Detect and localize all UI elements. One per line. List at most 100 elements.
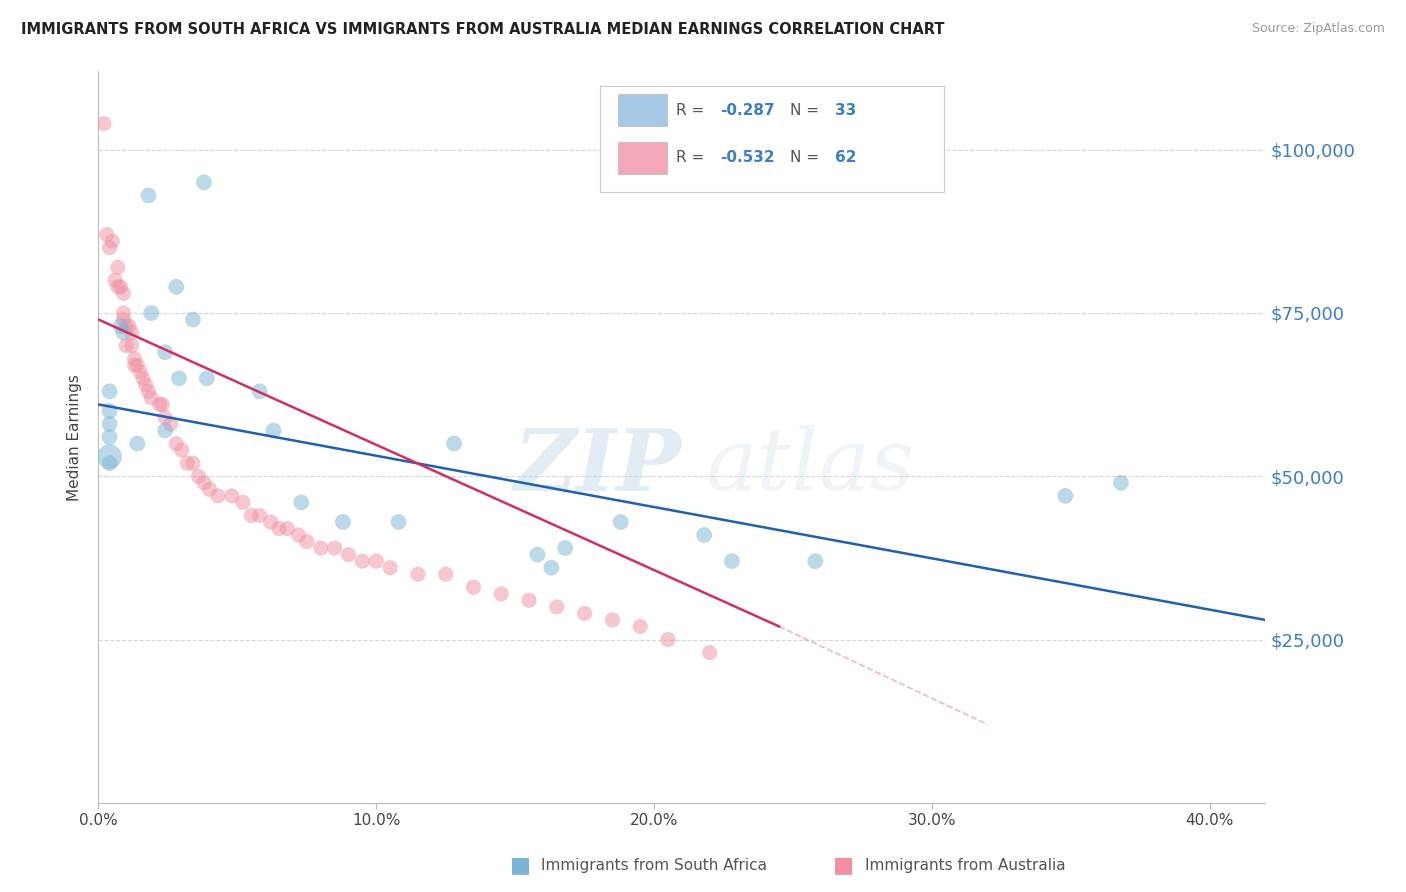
Point (98, 404, 121, 418)
Point (98, 417, 121, 431)
Text: 62: 62 (835, 150, 856, 165)
Point (187, 469, 209, 483)
Point (260, 515, 283, 529)
Point (309, 541, 332, 555)
Point (132, 371, 155, 385)
Point (517, 593, 540, 607)
Point (110, 280, 132, 294)
Point (153, 345, 176, 359)
Point (249, 384, 271, 399)
Point (141, 391, 163, 405)
Point (628, 619, 651, 633)
Point (574, 607, 596, 621)
Point (290, 495, 312, 509)
Point (195, 371, 218, 385)
Point (610, 515, 633, 529)
Point (526, 548, 548, 562)
Point (98, 456, 121, 470)
Point (249, 508, 271, 523)
Point (221, 489, 243, 503)
Point (115, 338, 138, 352)
Point (107, 280, 129, 294)
Point (276, 521, 298, 535)
Point (193, 475, 215, 490)
Point (129, 365, 152, 379)
Point (267, 521, 290, 535)
Point (491, 587, 513, 601)
Point (176, 456, 198, 470)
Point (150, 397, 173, 411)
Point (124, 351, 146, 366)
Text: ZIP: ZIP (515, 425, 682, 508)
Text: R =: R = (676, 103, 709, 118)
Point (153, 424, 176, 438)
Point (141, 306, 163, 320)
Point (159, 417, 181, 431)
Point (232, 495, 254, 509)
Point (463, 580, 485, 594)
Point (332, 515, 354, 529)
Point (262, 424, 284, 438)
Point (387, 515, 409, 529)
Point (165, 436, 187, 450)
Text: Source: ZipAtlas.com: Source: ZipAtlas.com (1251, 22, 1385, 36)
Point (378, 560, 402, 574)
Point (107, 260, 129, 275)
Text: N =: N = (790, 103, 824, 118)
Point (295, 534, 318, 549)
Point (112, 306, 135, 320)
Point (240, 508, 263, 523)
Text: N =: N = (790, 150, 824, 165)
Point (287, 528, 309, 542)
Point (115, 319, 138, 334)
Text: -0.532: -0.532 (720, 150, 775, 165)
Point (98, 430, 121, 444)
Point (165, 280, 187, 294)
Point (804, 554, 827, 568)
Point (602, 613, 624, 627)
Point (110, 319, 132, 334)
Point (540, 560, 562, 574)
Point (104, 273, 127, 287)
Point (434, 567, 457, 582)
Point (193, 175, 215, 189)
Point (98, 450, 121, 464)
Point (138, 384, 160, 399)
Point (198, 483, 221, 497)
Point (112, 286, 135, 301)
Point (170, 443, 193, 458)
FancyBboxPatch shape (617, 94, 666, 127)
FancyBboxPatch shape (617, 142, 666, 174)
Point (93, 117, 115, 131)
Text: ■: ■ (834, 855, 853, 875)
Point (1109, 475, 1132, 490)
Point (98, 384, 121, 399)
Point (554, 541, 576, 555)
Point (693, 528, 716, 542)
Point (657, 632, 679, 647)
Point (352, 554, 374, 568)
Text: IMMIGRANTS FROM SOUTH AFRICA VS IMMIGRANTS FROM AUSTRALIA MEDIAN EARNINGS CORREL: IMMIGRANTS FROM SOUTH AFRICA VS IMMIGRAN… (21, 22, 945, 37)
Point (121, 326, 143, 340)
Y-axis label: Median Earnings: Median Earnings (67, 374, 83, 500)
Point (96, 227, 118, 242)
Point (138, 188, 160, 202)
Point (721, 554, 744, 568)
Text: Immigrants from Australia: Immigrants from Australia (865, 858, 1066, 872)
Point (167, 371, 190, 385)
Point (121, 338, 143, 352)
Point (181, 456, 204, 470)
Point (127, 436, 149, 450)
Point (1054, 489, 1077, 503)
Point (124, 358, 146, 372)
Text: R =: R = (676, 150, 709, 165)
Point (699, 646, 721, 660)
Point (207, 489, 229, 503)
Point (153, 410, 176, 425)
Point (443, 436, 465, 450)
Point (118, 319, 141, 334)
Text: ■: ■ (510, 855, 530, 875)
Text: atlas: atlas (706, 425, 914, 508)
Text: Immigrants from South Africa: Immigrants from South Africa (541, 858, 768, 872)
Point (181, 312, 204, 326)
